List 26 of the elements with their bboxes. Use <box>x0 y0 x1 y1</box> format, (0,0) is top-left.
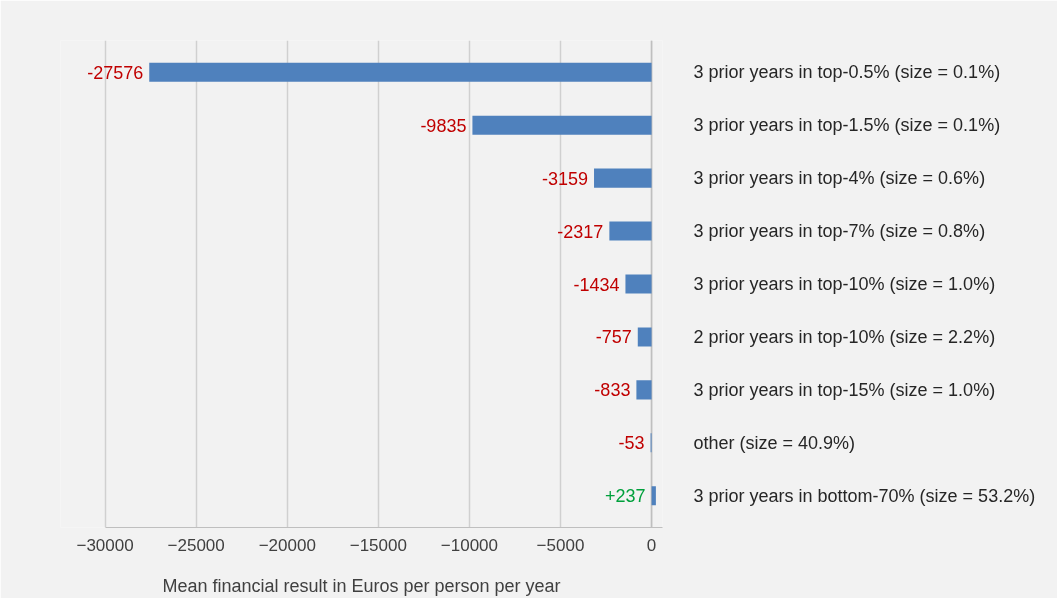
x-tick-label: −10000 <box>440 535 499 555</box>
data-label: -2317 <box>557 221 604 242</box>
data-label: -833 <box>594 380 631 401</box>
data-label: -27576 <box>87 62 144 83</box>
x-tick-label: −15000 <box>349 535 407 555</box>
x-tick-label: −30000 <box>76 535 134 555</box>
x-axis-title: Mean financial result in Euros per person per year <box>162 575 561 596</box>
y-tick-label: 3 prior years in top-4% (size = 0.6%) <box>693 168 986 189</box>
y-tick-label: 3 prior years in top-10% (size = 1.0%) <box>693 274 996 294</box>
x-tick-label: −20000 <box>258 535 316 555</box>
x-tick-label: −25000 <box>167 535 225 555</box>
y-tick-label: 3 prior years in bottom-70% (size = 53.2%) <box>693 485 1036 506</box>
x-tick-label: 0 <box>646 535 657 555</box>
y-tick-label: 2 prior years in top-10% (size = 2.2%) <box>693 326 996 347</box>
data-label: +237 <box>605 486 646 507</box>
x-tick-label: −5000 <box>536 535 585 555</box>
data-label: -757 <box>595 327 632 348</box>
y-tick-label: other (size = 40.9%) <box>693 432 856 453</box>
y-tick-label: 3 prior years in top-7% (size = 0.8%) <box>693 221 986 242</box>
data-label: -3159 <box>541 168 589 189</box>
y-tick-label: 3 prior years in top-15% (size = 1.0%) <box>693 379 996 400</box>
y-tick-label: 3 prior years in top-0.5% (size = 0.1%) <box>693 62 1001 83</box>
data-label: -53 <box>618 433 645 454</box>
data-label: -9835 <box>420 115 467 136</box>
y-tick-label: 3 prior years in top-1.5% (size = 0.1%) <box>693 115 1001 136</box>
data-label: -1434 <box>573 274 620 295</box>
